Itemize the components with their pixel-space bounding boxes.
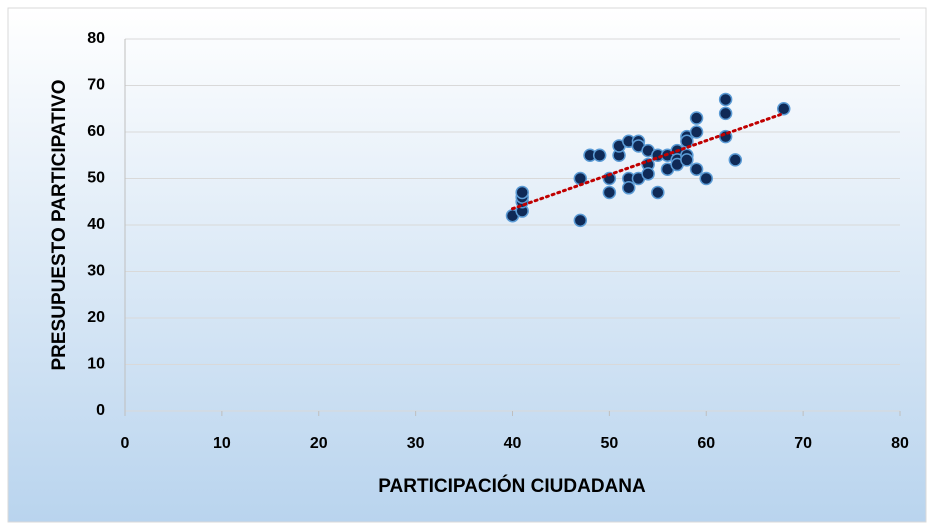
y-tick-label: 80 xyxy=(87,30,105,47)
y-tick-label: 60 xyxy=(87,123,105,140)
point xyxy=(699,171,713,186)
x-tick-label: 80 xyxy=(891,435,909,452)
chart-background xyxy=(7,7,927,523)
y-tick-label: 30 xyxy=(87,263,105,280)
point xyxy=(641,167,655,181)
y-tick-label: 10 xyxy=(87,356,105,373)
y-tick-label: 40 xyxy=(87,216,105,233)
point xyxy=(689,162,704,176)
x-tick-label: 0 xyxy=(121,435,130,452)
x-tick-label: 50 xyxy=(600,435,618,452)
point xyxy=(680,153,694,167)
point xyxy=(622,181,636,195)
point xyxy=(689,125,704,139)
point xyxy=(651,185,665,200)
y-tick-label: 0 xyxy=(96,402,105,419)
point xyxy=(592,148,607,162)
point xyxy=(515,185,529,200)
trendline xyxy=(511,111,786,211)
point xyxy=(602,185,617,200)
point xyxy=(718,92,733,107)
x-tick-label: 20 xyxy=(310,435,328,452)
y-tick-label: 50 xyxy=(87,170,105,187)
x-tick-label: 40 xyxy=(504,435,522,452)
x-tick-label: 60 xyxy=(697,435,715,452)
y-tick-label: 70 xyxy=(87,77,105,94)
point xyxy=(680,134,694,149)
point xyxy=(602,171,617,186)
point xyxy=(718,106,733,121)
x-tick-label: 30 xyxy=(407,435,425,452)
point xyxy=(573,171,588,186)
x-tick-label: 10 xyxy=(213,435,231,452)
point xyxy=(777,102,791,116)
point xyxy=(573,213,588,228)
point xyxy=(728,153,743,167)
y-axis-title: PRESUPUESTO PARTICIPATIVO xyxy=(49,79,70,370)
x-axis-title: PARTICIPACIÓN CIUDADANA xyxy=(378,475,646,497)
x-tick-label: 70 xyxy=(794,435,812,452)
point xyxy=(689,111,704,125)
y-tick-label: 20 xyxy=(87,309,105,326)
